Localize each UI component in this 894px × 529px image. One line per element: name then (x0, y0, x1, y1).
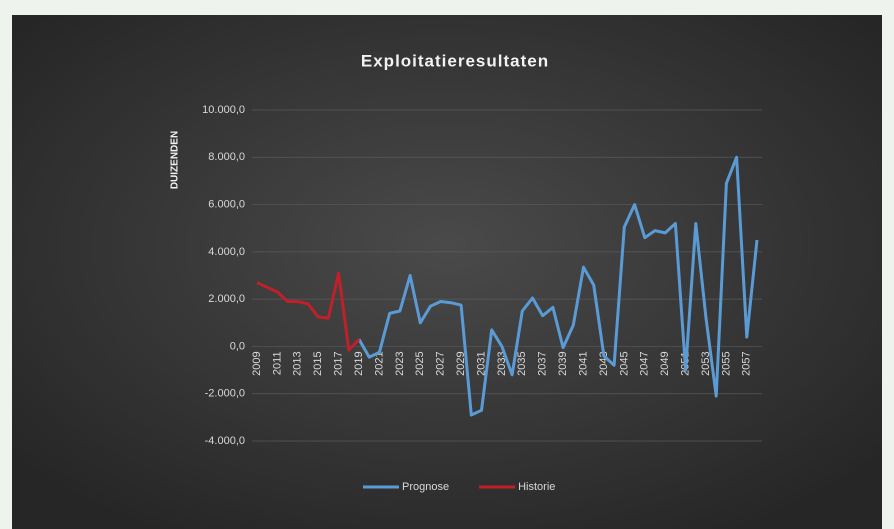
x-tick-label: 2055 (720, 351, 732, 375)
x-tick-label: 2045 (618, 351, 630, 375)
y-tick-label: 10.000,0 (202, 104, 245, 116)
y-axis-title: DUIZENDEN (170, 131, 181, 189)
x-tick-label: 2027 (435, 351, 447, 375)
y-tick-label: 6.000,0 (208, 198, 245, 210)
x-tick-label: 2049 (659, 351, 671, 375)
x-tick-label: 2017 (333, 351, 345, 375)
y-tick-label: 0,0 (230, 340, 245, 352)
series-line (357, 155, 759, 417)
x-tick-label: 2021 (373, 351, 385, 375)
y-tick-label: 8.000,0 (208, 151, 245, 163)
x-tick-label: 2047 (639, 351, 651, 375)
y-tick-label: 2.000,0 (208, 293, 245, 305)
x-tick-label: 2019 (353, 351, 365, 375)
legend-label: Prognose (402, 481, 449, 493)
x-tick-label: 2037 (537, 351, 549, 375)
x-tick-label: 2013 (292, 351, 304, 375)
legend-label: Historie (518, 481, 555, 493)
y-tick-label: -2.000,0 (205, 388, 245, 400)
series-line (256, 271, 361, 352)
x-tick-label: 2015 (312, 351, 324, 375)
y-tick-label: 4.000,0 (208, 246, 245, 258)
x-tick-label: 2011 (271, 351, 283, 375)
x-tick-label: 2023 (394, 351, 406, 375)
x-tick-label: 2029 (455, 351, 467, 375)
chart-background (12, 15, 882, 529)
y-tick-label: -4.000,0 (205, 435, 245, 447)
x-tick-label: 2025 (414, 351, 426, 375)
chart-title: Exploitatieresultaten (361, 51, 549, 70)
x-tick-label: 2039 (557, 351, 569, 375)
x-tick-label: 2053 (700, 351, 712, 375)
x-tick-label: 2035 (516, 351, 528, 375)
x-tick-label: 2009 (251, 351, 263, 375)
x-tick-label: 2041 (577, 351, 589, 375)
x-tick-label: 2057 (741, 351, 753, 375)
x-tick-label: 2031 (475, 351, 487, 375)
